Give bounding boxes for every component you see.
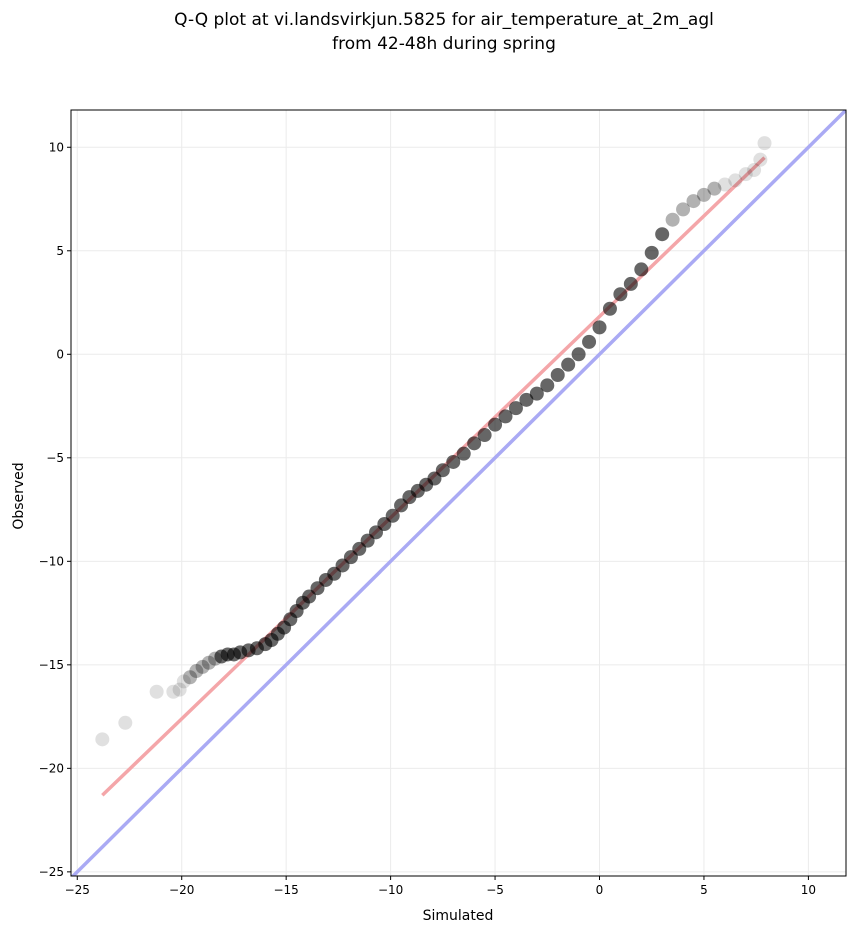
quantile-point — [183, 670, 198, 685]
quantile-point — [550, 367, 565, 382]
quantile-point — [529, 386, 544, 401]
quantile-point — [540, 378, 555, 393]
x-tick-label: −20 — [169, 883, 194, 897]
quantile-point — [172, 682, 187, 697]
quantile-point — [602, 301, 617, 316]
y-tick-label: 0 — [56, 347, 64, 361]
y-tick-label: −20 — [39, 761, 64, 775]
plot-area — [71, 110, 846, 876]
quantile-point — [508, 401, 523, 416]
quantile-point — [189, 664, 204, 679]
quantile-point — [665, 212, 680, 227]
plot-frame — [70, 109, 847, 877]
x-tick-label: −25 — [65, 883, 90, 897]
quantile-point — [118, 715, 133, 730]
y-tick-label: −25 — [39, 865, 64, 879]
quantile-point — [456, 446, 471, 461]
x-axis-label: Simulated — [423, 908, 494, 924]
quantile-point — [757, 136, 772, 151]
x-tick-label: 5 — [700, 883, 708, 897]
quantile-point — [446, 454, 461, 469]
y-axis: −25 −20 −15 −10 −5 0 5 10 — [39, 140, 71, 879]
chart-title-line-2: from 42-48h during spring — [332, 34, 556, 54]
y-tick-label: −15 — [39, 658, 64, 672]
quantile-point — [676, 202, 691, 217]
quantile-point — [634, 262, 649, 277]
quantile-point — [738, 167, 753, 182]
quantile-point — [561, 357, 576, 372]
y-tick-label: 5 — [56, 244, 64, 258]
y-tick-label: −5 — [46, 451, 64, 465]
quantile-point — [582, 334, 597, 349]
quantile-point — [717, 177, 732, 192]
quantile-point — [592, 320, 607, 335]
quantile-point — [467, 436, 482, 451]
quantile-point — [613, 287, 628, 302]
quantile-point — [655, 227, 670, 242]
x-tick-label: −5 — [486, 883, 504, 897]
y-tick-label: 10 — [49, 140, 64, 154]
quantile-point — [385, 508, 400, 523]
quantile-point — [686, 194, 701, 209]
quantile-point — [149, 684, 164, 699]
x-tick-label: −10 — [378, 883, 403, 897]
quantile-point — [707, 181, 722, 196]
quantile-point — [753, 152, 768, 167]
quantile-point — [95, 732, 110, 747]
x-tick-label: 0 — [596, 883, 604, 897]
quantile-point — [435, 463, 450, 478]
quantile-point — [747, 163, 762, 178]
quantile-point — [488, 417, 503, 432]
x-tick-label: −15 — [273, 883, 298, 897]
quantile-point — [571, 347, 586, 362]
quantile-point — [195, 659, 210, 674]
quantile-point — [166, 684, 181, 699]
quantile-point — [644, 245, 659, 260]
quantile-point — [176, 674, 191, 689]
quantile-point — [477, 428, 492, 443]
quantile-point — [696, 187, 711, 202]
y-axis-label: Observed — [11, 462, 27, 529]
x-axis: −25 −20 −15 −10 −5 0 5 10 — [65, 876, 816, 897]
x-tick-label: 10 — [801, 883, 816, 897]
y-tick-label: −10 — [39, 554, 64, 568]
quantile-point — [728, 173, 743, 188]
identity-line — [71, 110, 846, 876]
quantile-point — [519, 392, 534, 407]
quantile-point — [498, 409, 513, 424]
chart-title-line-1: Q-Q plot at vi.landsvirkjun.5825 for air… — [174, 10, 714, 30]
quantile-point — [623, 276, 638, 291]
quantile-point — [201, 655, 216, 670]
